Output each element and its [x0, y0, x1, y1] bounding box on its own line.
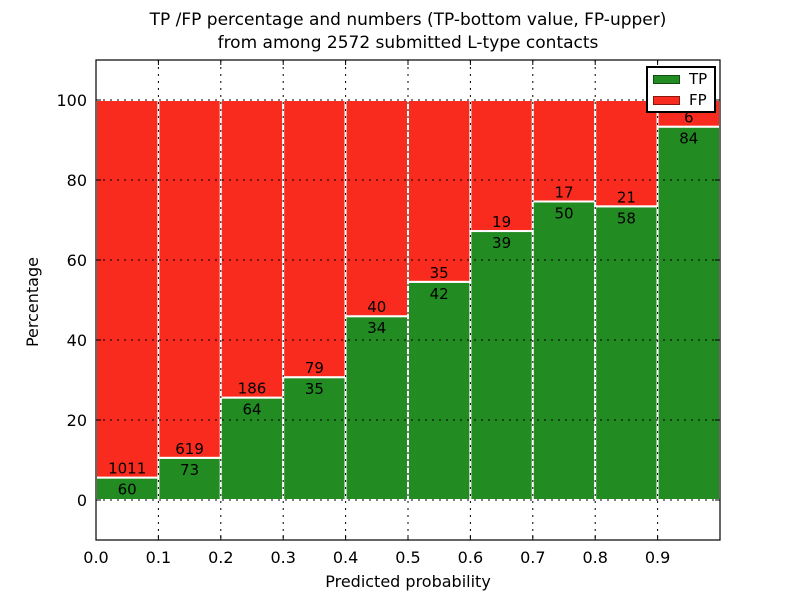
bar-segment-fp	[282, 99, 347, 379]
fp-count-label: 79	[305, 359, 324, 377]
y-axis-label: Percentage	[23, 257, 42, 348]
fp-count-label: 6	[684, 109, 694, 127]
x-tick-label: 0.7	[520, 548, 545, 567]
tp-count-label: 34	[367, 319, 386, 337]
x-tick-label: 0.8	[582, 548, 607, 567]
x-tick-label: 0.9	[645, 548, 670, 567]
bar-segment-fp	[594, 99, 659, 208]
tp-count-label: 60	[118, 481, 137, 499]
chart-title-line1: TP /FP percentage and numbers (TP-bottom…	[149, 10, 667, 30]
legend-item-fp: FP	[653, 90, 709, 109]
x-axis-label: Predicted probability	[325, 572, 491, 591]
fp-count-label: 35	[430, 264, 449, 282]
tp-count-label: 42	[430, 285, 449, 303]
fp-count-label: 1011	[108, 460, 146, 478]
fp-count-label: 19	[492, 213, 511, 231]
bar-segment-tp	[407, 280, 472, 501]
tp-count-label: 50	[554, 204, 573, 222]
bar-segment-tp	[469, 230, 534, 501]
tp-count-label: 39	[492, 234, 511, 252]
tp-count-label: 84	[679, 130, 698, 148]
x-tick-label: 0.0	[83, 548, 108, 567]
fp-count-label: 40	[367, 298, 386, 316]
bar-segment-fp	[95, 99, 160, 479]
y-tick-label: 20	[67, 411, 87, 430]
y-tick-label: 100	[56, 91, 87, 110]
bar-segment-fp	[219, 99, 285, 399]
bar-segment-fp	[157, 99, 222, 459]
bar-segment-tp	[594, 205, 659, 502]
x-tick-label: 0.1	[146, 548, 171, 567]
tp-count-label: 64	[242, 401, 261, 419]
legend-swatch-tp	[653, 74, 680, 84]
y-tick-label: 60	[67, 251, 87, 270]
chart-title: TP /FP percentage and numbers (TP-bottom…	[96, 9, 720, 55]
y-tick-label: 80	[67, 171, 87, 190]
x-tick-label: 0.6	[458, 548, 483, 567]
x-tick-label: 0.5	[395, 548, 420, 567]
legend-label-fp: FP	[689, 90, 707, 109]
bar-segment-fp	[344, 99, 410, 318]
y-tick-label: 0	[77, 491, 87, 510]
tp-count-label: 35	[305, 380, 324, 398]
chart-title-line2: from among 2572 submitted L-type contact…	[217, 33, 599, 53]
legend-label-tp: TP	[689, 69, 708, 88]
bar-segment-tp	[656, 125, 721, 502]
x-tick-label: 0.3	[270, 548, 295, 567]
bar-segment-tp	[531, 200, 597, 502]
x-tick-label: 0.2	[208, 548, 233, 567]
bar-segment-tp	[344, 315, 410, 501]
fp-count-label: 17	[554, 183, 573, 201]
legend-swatch-fp	[653, 95, 680, 105]
fp-count-label: 186	[238, 380, 267, 398]
legend-item-tp: TP	[653, 69, 709, 88]
bar-segment-fp	[469, 99, 534, 233]
bar-segment-fp	[531, 99, 597, 203]
fp-count-label: 619	[175, 440, 204, 458]
legend: TP FP	[646, 66, 716, 113]
y-tick-label: 40	[67, 331, 87, 350]
fp-count-label: 21	[617, 188, 636, 206]
x-tick-label: 0.4	[333, 548, 358, 567]
tp-count-label: 58	[617, 209, 636, 227]
bar-segment-fp	[407, 99, 472, 283]
tp-count-label: 73	[180, 461, 199, 479]
